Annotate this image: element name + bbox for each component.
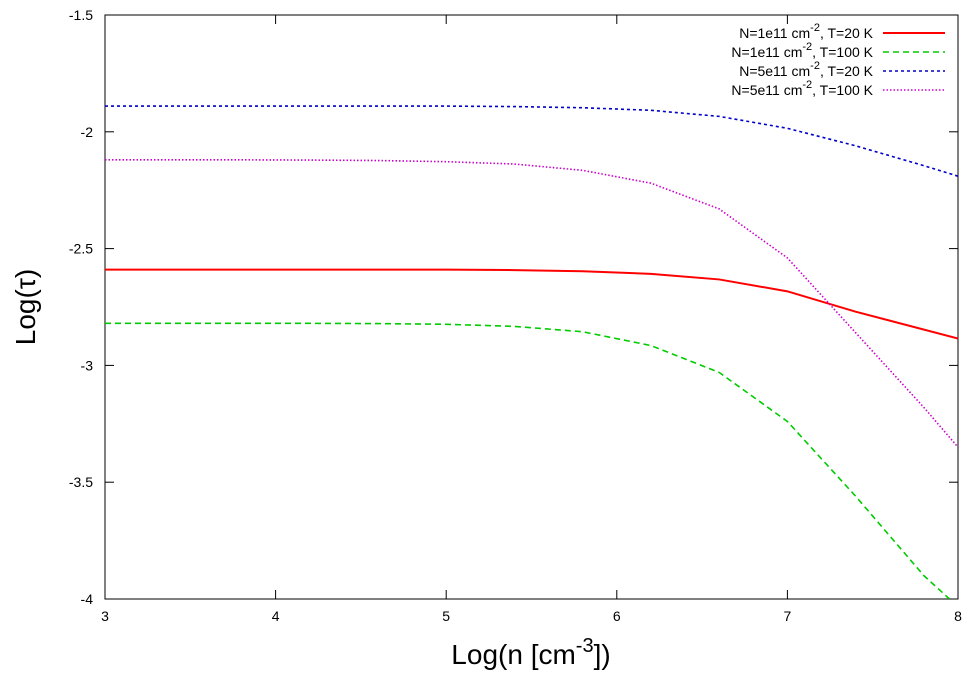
x-tick-label: 4 [272,608,280,624]
plot-area [104,14,959,600]
legend: N=1e11 cm-2, T=20 KN=1e11 cm-2, T=100 KN… [731,22,945,98]
y-tick-label: -4 [81,591,94,607]
x-tick-label: 6 [613,608,621,624]
y-tick-label: -3 [81,357,94,373]
y-tick-label: -2 [81,124,94,140]
x-tick-label: 5 [442,608,450,624]
legend-label-2: N=1e11 cm-2, T=100 K [731,41,873,60]
x-tick-label: 8 [954,608,962,624]
y-axis-label: Log(τ) [10,269,41,345]
x-tick-label: 3 [101,608,109,624]
axis-ticks: 3 4 5 6 7 8 -4 -3.5 -3 -2.5 -2 -1.5 [69,7,962,624]
x-axis-label: Log(n [cm-3]) [451,635,610,670]
y-tick-label: -2.5 [69,241,93,257]
series-line-4 [105,159,958,448]
legend-label-3: N=5e11 cm-2, T=20 K [739,60,873,79]
series-line-3 [105,105,958,177]
legend-label-1: N=1e11 cm-2, T=20 K [739,22,873,41]
y-tick-label: -3.5 [69,474,93,490]
y-tick-label: -1.5 [69,7,93,23]
series-line-2 [105,322,951,599]
legend-label-4: N=5e11 cm-2, T=100 K [731,79,873,98]
series-layer [105,105,958,599]
plot-frame [104,14,959,600]
series-line-1 [105,268,958,340]
x-tick-label: 7 [784,608,792,624]
